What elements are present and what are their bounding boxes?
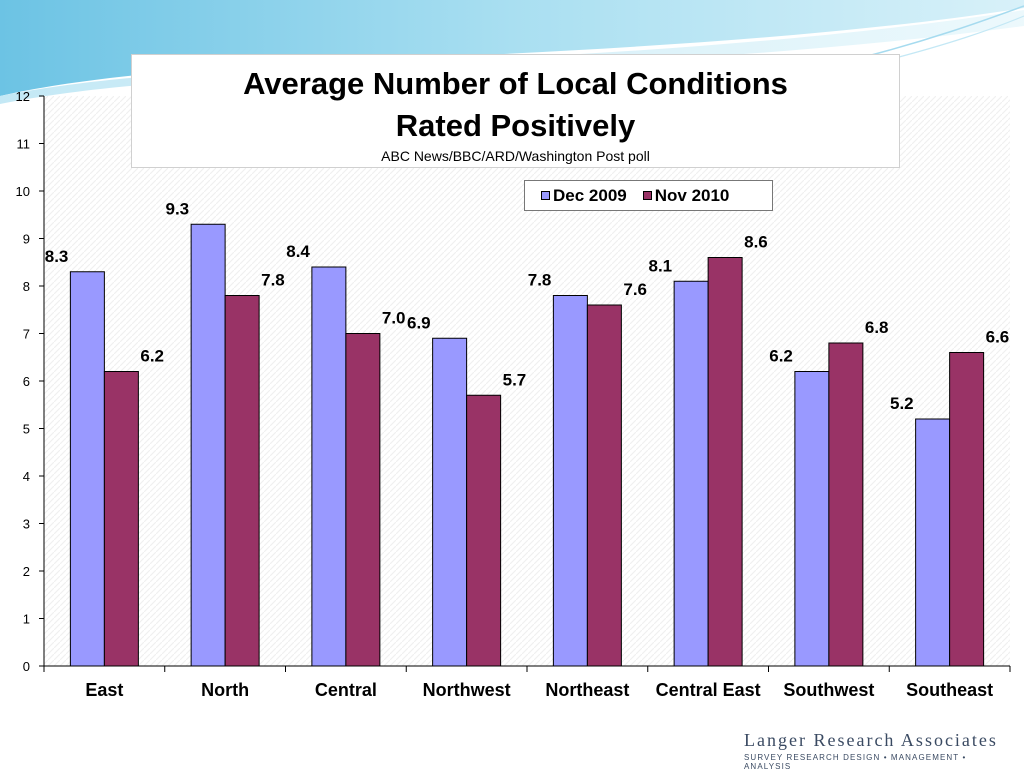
bar-nov-2010-northwest [466, 394, 502, 667]
data-label-dec-2009-north: 9.3 [165, 199, 189, 218]
data-label-nov-2010-north: 7.8 [261, 271, 285, 290]
data-label-dec-2009-southeast: 5.2 [890, 394, 914, 413]
bar-dec-2009-north [190, 223, 226, 667]
y-tick-label: 8 [23, 279, 30, 294]
legend-swatch-nov-2010 [642, 191, 652, 200]
legend-label-dec-2009: Dec 2009 [553, 185, 627, 205]
bar-nov-2010-central [345, 333, 381, 667]
chart-subtitle: ABC News/BBC/ARD/Washington Post poll [381, 148, 650, 164]
chart-title-box: Average Number of Local Conditions Rated… [131, 54, 900, 168]
chart-title-line-2: Rated Positively [395, 108, 636, 143]
logo-tagline: SURVEY RESEARCH DESIGN • MANAGEMENT • AN… [744, 753, 967, 771]
bar-dec-2009-southwest [794, 371, 830, 667]
data-label-dec-2009-east: 8.3 [45, 247, 69, 266]
x-tick-label-southeast: Southeast [906, 680, 993, 700]
bar-dec-2009-northwest [432, 337, 468, 667]
data-label-nov-2010-northwest: 5.7 [503, 370, 527, 389]
data-label-nov-2010-southwest: 6.8 [865, 318, 889, 337]
bar-dec-2009-central [311, 266, 347, 667]
data-label-dec-2009-central-east: 8.1 [648, 256, 672, 275]
y-tick-label: 6 [23, 374, 30, 389]
x-tick-label-north: North [201, 680, 249, 700]
y-tick-label: 11 [17, 137, 31, 152]
data-label-nov-2010-central: 7.0 [382, 309, 406, 328]
x-tick-label-southwest: Southwest [783, 680, 874, 700]
bars-layer [69, 223, 985, 667]
bar-nov-2010-central-east [707, 257, 743, 667]
x-tick-label-east: East [85, 680, 123, 700]
data-label-nov-2010-southeast: 6.6 [986, 328, 1010, 347]
legend-item-nov-2010: Nov 2010 [642, 185, 730, 206]
bar-dec-2009-northeast [552, 295, 588, 667]
bar-dec-2009-central-east [673, 280, 709, 667]
x-tick-label-central-east: Central East [656, 680, 761, 700]
legend-label-nov-2010: Nov 2010 [654, 185, 730, 205]
y-tick-label: 10 [16, 184, 30, 199]
data-label-nov-2010-east: 6.2 [140, 347, 164, 366]
data-label-dec-2009-northeast: 7.8 [528, 271, 552, 290]
data-label-dec-2009-northwest: 6.9 [407, 313, 431, 332]
data-label-dec-2009-southwest: 6.2 [769, 347, 793, 366]
bar-dec-2009-east [69, 271, 105, 667]
bar-labels-layer: 8.36.29.37.88.47.0 6.95.77.8 7.68.18.66.26… [45, 199, 1010, 413]
bar-dec-2009-southeast [915, 418, 951, 667]
bar-nov-2010-north [224, 295, 260, 667]
company-logo: Langer Research Associates SURVEY RESEAR… [744, 730, 1014, 771]
y-tick-label: 5 [23, 422, 30, 437]
y-tick-label: 3 [23, 517, 30, 532]
y-tick-label: 7 [23, 327, 30, 342]
bar-nov-2010-northeast [586, 304, 622, 667]
y-tick-label: 1 [23, 612, 30, 627]
y-tick-label: 2 [23, 564, 30, 579]
bar-nov-2010-southeast [949, 352, 985, 667]
y-tick-label: 9 [23, 232, 30, 247]
bar-nov-2010-east [103, 371, 139, 667]
legend-swatch-dec-2009 [541, 191, 550, 200]
logo-name: Langer Research Associates [744, 730, 998, 750]
x-tick-label-northwest: Northwest [423, 680, 511, 700]
x-tick-label-northeast: Northeast [545, 680, 629, 700]
data-label-nov-2010-northeast: 7.6 [623, 280, 647, 299]
y-tick-label: 0 [23, 659, 30, 674]
data-label-nov-2010-central-east: 8.6 [744, 233, 768, 252]
x-axis: East North Central Northwest Northeast Centra… [43, 665, 1011, 700]
data-label-dec-2009-central: 8.4 [286, 242, 310, 261]
chart-legend: Dec 2009 Nov 2010 [524, 180, 773, 211]
y-tick-label: 12 [16, 89, 30, 104]
y-tick-label: 4 [23, 469, 30, 484]
x-tick-label-central: Central [315, 680, 377, 700]
chart-title-line-1: Average Number of Local Conditions [243, 66, 788, 101]
bar-nov-2010-southwest [828, 342, 864, 667]
legend-item-dec-2009: Dec 2009 [541, 186, 627, 206]
